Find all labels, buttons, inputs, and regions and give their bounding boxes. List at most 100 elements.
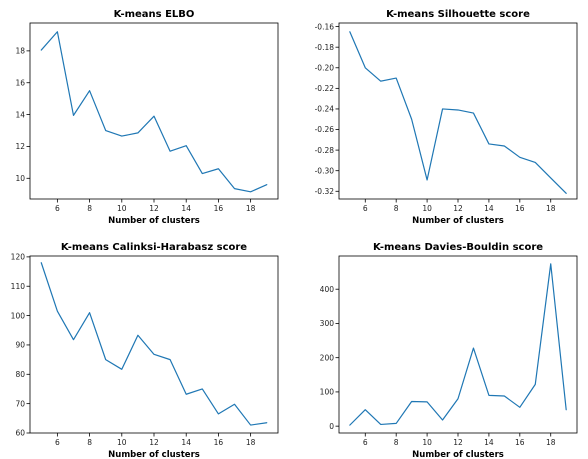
data-point bbox=[217, 413, 219, 415]
y-tick-label: 120 bbox=[11, 253, 26, 262]
data-point bbox=[534, 383, 536, 385]
y-tick-label: 0 bbox=[329, 422, 334, 431]
data-point bbox=[185, 393, 187, 395]
data-point bbox=[233, 403, 235, 405]
x-axis-label: Number of clusters bbox=[108, 216, 200, 226]
data-point bbox=[457, 398, 459, 400]
data-point bbox=[472, 112, 474, 114]
plot-frame bbox=[338, 255, 578, 434]
x-tick-label: 18 bbox=[246, 438, 256, 447]
data-point bbox=[410, 118, 412, 120]
y-tick-label: -0.28 bbox=[315, 146, 335, 155]
data-point bbox=[503, 395, 505, 397]
chart-panel-3: K-means Calinksi-Harabasz score 6 8 10 12 14 1… bbox=[11, 242, 279, 459]
x-tick-label: 8 bbox=[394, 438, 399, 447]
data-point bbox=[169, 150, 171, 152]
data-point bbox=[534, 161, 536, 163]
x-tick-label: 14 bbox=[181, 438, 191, 447]
x-tick-label: 12 bbox=[149, 438, 159, 447]
data-point bbox=[519, 406, 521, 408]
x-tick-label: 12 bbox=[149, 204, 159, 213]
data-point bbox=[153, 115, 155, 117]
data-point bbox=[410, 400, 412, 402]
x-tick-label: 8 bbox=[87, 438, 92, 447]
x-tick-label: 8 bbox=[87, 204, 92, 213]
x-tick-label: 14 bbox=[181, 204, 191, 213]
x-tick-label: 8 bbox=[394, 204, 399, 213]
x-axis-label: Number of clusters bbox=[108, 450, 200, 459]
data-point bbox=[88, 89, 90, 91]
data-point bbox=[121, 135, 123, 137]
y-tick-label: 400 bbox=[320, 285, 335, 294]
data-point bbox=[40, 262, 42, 264]
data-point bbox=[441, 108, 443, 110]
x-tick-label: 18 bbox=[546, 204, 556, 213]
x-tick-label: 16 bbox=[214, 438, 224, 447]
x-tick-label: 16 bbox=[515, 438, 525, 447]
x-tick-label: 14 bbox=[484, 204, 494, 213]
data-point bbox=[349, 31, 351, 33]
x-tick-label: 14 bbox=[484, 438, 494, 447]
data-point bbox=[201, 172, 203, 174]
x-tick-label: 16 bbox=[515, 204, 525, 213]
x-tick-label: 18 bbox=[546, 438, 556, 447]
y-tick-label: 14 bbox=[15, 110, 25, 119]
chart-title: K-means ELBO bbox=[114, 9, 195, 20]
x-tick-label: 10 bbox=[117, 204, 127, 213]
y-tick-label: -0.24 bbox=[315, 105, 335, 114]
data-point bbox=[349, 424, 351, 426]
y-tick-label: -0.30 bbox=[315, 166, 335, 175]
data-point bbox=[565, 192, 567, 194]
plot-frame bbox=[29, 22, 279, 200]
data-point bbox=[488, 143, 490, 145]
y-tick-label: 70 bbox=[15, 399, 25, 408]
y-tick-label: 10 bbox=[15, 174, 25, 183]
chart-panel-4: K-means Davies-Bouldin score 6 8 10 12 14 16 18… bbox=[320, 242, 578, 459]
chart-title: K-means Calinksi-Harabasz score bbox=[61, 242, 247, 253]
x-axis-label: Number of clusters bbox=[412, 450, 504, 459]
data-point bbox=[137, 132, 139, 134]
y-tick-label: 200 bbox=[320, 353, 335, 362]
x-tick-label: 18 bbox=[246, 204, 256, 213]
data-point bbox=[40, 49, 42, 51]
x-tick-label: 10 bbox=[117, 438, 127, 447]
data-point bbox=[266, 422, 268, 424]
x-axis-label: Number of clusters bbox=[412, 216, 504, 226]
y-tick-label: 100 bbox=[11, 311, 26, 320]
data-point bbox=[472, 347, 474, 349]
y-tick-label: -0.22 bbox=[315, 84, 335, 93]
y-tick-label: 90 bbox=[15, 341, 25, 350]
data-point bbox=[185, 144, 187, 146]
x-tick-label: 6 bbox=[363, 438, 368, 447]
x-tick-label: 6 bbox=[363, 204, 368, 213]
x-tick-label: 12 bbox=[453, 204, 463, 213]
data-point bbox=[266, 183, 268, 185]
data-point bbox=[426, 179, 428, 181]
chart-title: K-means Davies-Bouldin score bbox=[373, 242, 543, 253]
data-point bbox=[121, 368, 123, 370]
data-point bbox=[550, 263, 552, 265]
chart-panel-1: K-means ELBO 6 8 10 12 14 16 18 10 12 14 16 18 Number… bbox=[15, 9, 279, 226]
data-point bbox=[201, 388, 203, 390]
data-point bbox=[56, 310, 58, 312]
y-tick-label: -0.20 bbox=[315, 63, 335, 72]
data-point bbox=[565, 409, 567, 411]
y-tick-label: -0.18 bbox=[315, 43, 335, 52]
data-point bbox=[426, 401, 428, 403]
chart-title: K-means Silhouette score bbox=[386, 9, 530, 20]
y-tick-label: -0.16 bbox=[315, 22, 335, 31]
data-point bbox=[364, 67, 366, 69]
data-point bbox=[457, 109, 459, 111]
data-point bbox=[503, 145, 505, 147]
data-point bbox=[137, 334, 139, 336]
series-line bbox=[40, 31, 268, 193]
data-point bbox=[550, 177, 552, 179]
y-tick-label: 16 bbox=[15, 78, 25, 87]
data-point bbox=[88, 311, 90, 313]
data-point bbox=[380, 423, 382, 425]
y-tick-label: -0.32 bbox=[315, 187, 335, 196]
data-point bbox=[233, 187, 235, 189]
x-tick-label: 12 bbox=[453, 438, 463, 447]
data-point bbox=[488, 394, 490, 396]
